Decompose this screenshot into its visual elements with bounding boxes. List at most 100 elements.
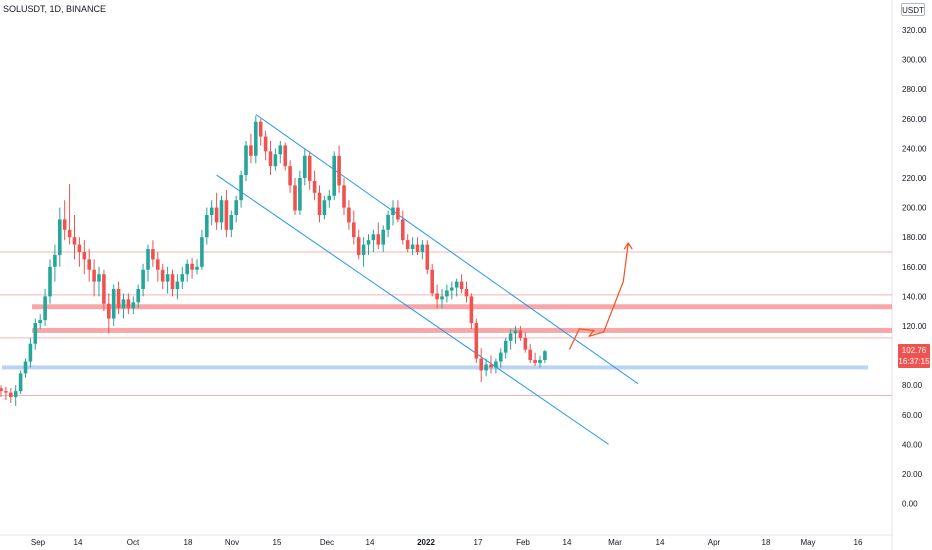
- candle-body: [4, 391, 8, 393]
- candle-body: [440, 296, 444, 300]
- candle-body: [254, 121, 258, 156]
- candle-body: [38, 320, 42, 324]
- x-tick-label: 2022: [417, 538, 435, 547]
- candle-body: [474, 323, 479, 359]
- y-tick-label: 200.00: [902, 204, 927, 213]
- candle-body: [214, 207, 219, 223]
- candle-body: [263, 136, 268, 152]
- candle-body: [278, 145, 283, 155]
- bar-countdown: 16:37:15: [898, 357, 930, 366]
- candle-body: [136, 289, 140, 303]
- candle-body: [239, 175, 243, 201]
- candle-body: [391, 207, 395, 215]
- y-tick-label: 120.00: [902, 322, 927, 331]
- candle-body: [337, 155, 341, 186]
- candle-body: [53, 254, 57, 267]
- resistance-zone: [32, 327, 892, 333]
- candle-body: [13, 391, 18, 398]
- candle-body: [312, 180, 317, 193]
- candle-body: [435, 293, 439, 300]
- candle-body: [170, 274, 175, 289]
- resistance-zone: [32, 304, 892, 310]
- candle-body: [288, 166, 292, 186]
- x-tick-label: 14: [656, 538, 665, 547]
- candle-body: [454, 281, 459, 288]
- y-tick-label: 80.00: [902, 381, 923, 390]
- projection-path: [568, 243, 629, 350]
- support-zone: [2, 365, 868, 370]
- candle-body: [126, 299, 131, 309]
- candle-body: [77, 244, 82, 252]
- x-tick-label: Dec: [320, 538, 334, 547]
- candle-body: [371, 234, 376, 241]
- candle-body: [121, 299, 126, 309]
- candle-body: [151, 249, 155, 260]
- candle-body: [23, 361, 28, 374]
- candle-body: [156, 259, 160, 270]
- candle-body: [102, 274, 106, 304]
- candle-body: [459, 281, 464, 289]
- candle-body: [62, 219, 67, 230]
- y-tick-label: 320.00: [902, 26, 927, 35]
- candle-body: [484, 364, 488, 371]
- y-tick-label: 140.00: [902, 292, 927, 301]
- x-tick-label: 18: [184, 538, 193, 547]
- candle-body: [107, 303, 111, 319]
- candle-body: [205, 215, 209, 238]
- candle-body: [234, 200, 238, 215]
- x-tick-label: Mar: [608, 538, 622, 547]
- symbol-title: SOLUSDT, 1D, BINANCE: [3, 4, 107, 14]
- candle-body: [175, 281, 180, 289]
- candle-body: [386, 215, 390, 230]
- candle-body: [0, 388, 3, 392]
- candle-body: [18, 373, 23, 392]
- candle-body: [499, 352, 503, 362]
- candle-body: [523, 337, 528, 350]
- candle-body: [450, 287, 454, 291]
- candle-body: [332, 155, 336, 196]
- candle-body: [116, 289, 121, 309]
- candle-body: [327, 195, 332, 201]
- candle-body: [518, 330, 523, 338]
- x-tick-label: 17: [474, 538, 483, 547]
- candle-body: [528, 349, 532, 361]
- candle-body: [508, 333, 513, 341]
- candle-body: [494, 361, 498, 368]
- candle-body: [352, 222, 356, 238]
- y-tick-label: 240.00: [902, 144, 927, 153]
- y-tick-label: 60.00: [902, 411, 923, 420]
- candle-body: [356, 237, 361, 255]
- candle-body: [381, 229, 385, 245]
- candle-body: [209, 207, 214, 215]
- candle-body: [396, 207, 400, 220]
- candle-body: [268, 151, 273, 167]
- candle-body: [67, 229, 72, 238]
- y-tick-label: 300.00: [902, 56, 927, 65]
- candle-body: [303, 155, 307, 178]
- candle-body: [58, 219, 62, 255]
- candle-body: [244, 145, 248, 176]
- candle-body: [410, 244, 415, 250]
- currency-badge[interactable]: USDT: [901, 3, 925, 16]
- candle-body: [420, 244, 425, 252]
- candle-body: [479, 358, 483, 371]
- candle-body: [425, 244, 430, 270]
- candle-body: [298, 178, 302, 211]
- candle-body: [405, 240, 410, 250]
- candle-body: [366, 240, 371, 245]
- x-tick-label: Feb: [516, 538, 530, 547]
- candle-body: [180, 274, 185, 282]
- candle-body: [165, 274, 170, 282]
- candle-body: [489, 364, 493, 368]
- candle-body: [347, 207, 351, 223]
- candle-body: [82, 252, 87, 260]
- candle-body: [469, 296, 474, 324]
- candle-body: [219, 200, 224, 223]
- x-tick-label: 15: [273, 538, 282, 547]
- y-tick-label: 160.00: [902, 263, 927, 272]
- y-tick-label: 280.00: [902, 85, 927, 94]
- y-tick-label: 20.00: [902, 470, 923, 479]
- candle-body: [401, 219, 405, 241]
- candle-body: [430, 269, 434, 294]
